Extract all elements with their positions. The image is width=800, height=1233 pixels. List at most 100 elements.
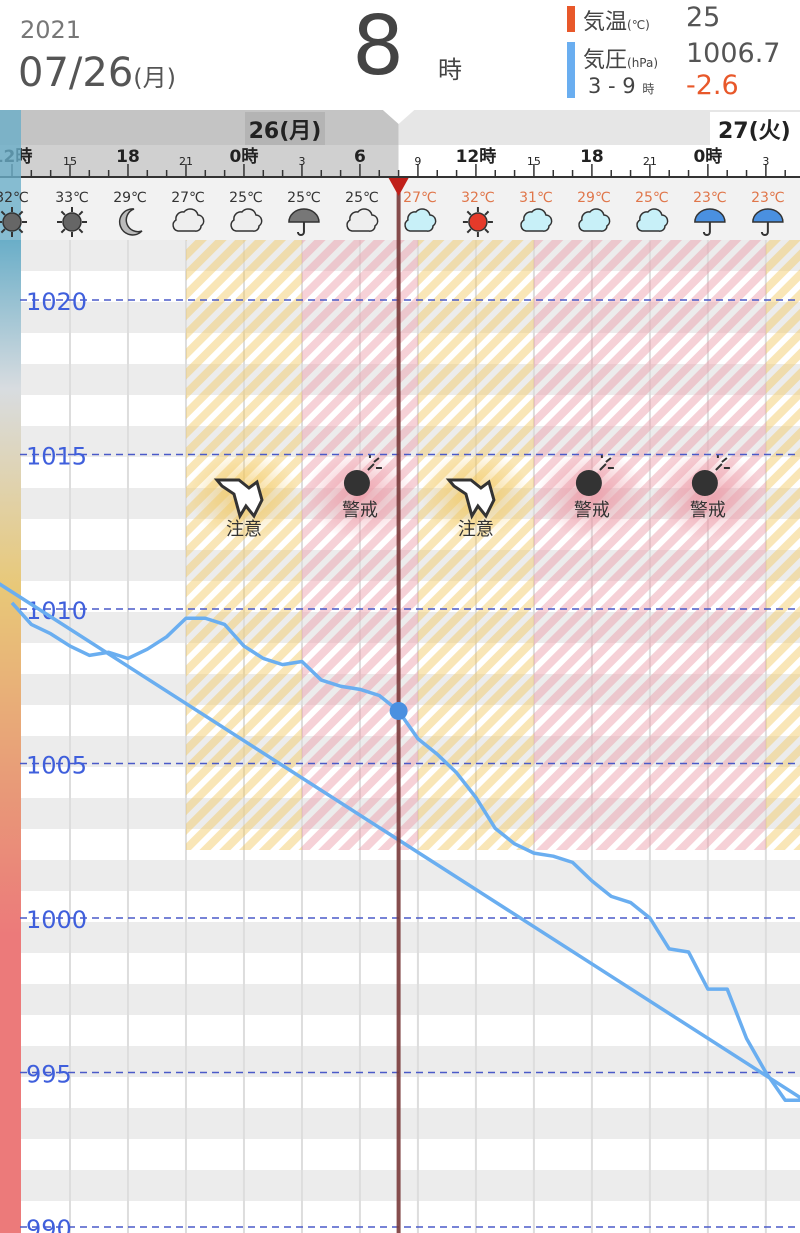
time-tick-label: 12時 (456, 146, 497, 167)
temp-value: 25 (686, 2, 721, 33)
day-label-box (245, 112, 325, 145)
y-tick-label: 995 (26, 1061, 72, 1089)
alert-zone-hatch (765, 240, 800, 850)
time-tick-label: 3 (762, 155, 769, 168)
weather-cell: 25℃ (287, 190, 321, 236)
cloud-icon (230, 208, 263, 232)
weather-cell: 23℃ (693, 190, 727, 236)
sun-ray (78, 210, 84, 216)
umbrella-icon (694, 208, 726, 223)
pressure-unit: (hPa) (627, 56, 659, 70)
time-tick-label: 0時 (230, 146, 259, 167)
sun-ray (466, 228, 472, 234)
sun-ray (18, 228, 24, 234)
weather-cell: 25℃ (635, 190, 669, 232)
weather-cell: 27℃ (171, 190, 205, 232)
temperature-label: 27℃ (403, 190, 437, 206)
sun-ray (0, 210, 6, 216)
temperature-label: 25℃ (635, 190, 669, 206)
weather-cell: 25℃ (229, 190, 263, 232)
time-tick-label: 0時 (693, 146, 722, 167)
time-tick-label: 21 (179, 155, 193, 168)
temp-legend: 気温(℃) (567, 4, 650, 36)
umbrella-handle (702, 222, 711, 236)
alert-zone-caution: 注意 (417, 240, 534, 850)
sun-ray (60, 228, 66, 234)
pressure-change-value: -2.6 (686, 70, 739, 101)
sun-icon (2, 212, 22, 232)
sun-ray (78, 228, 84, 234)
temperature-label: 31℃ (519, 190, 553, 206)
current-time-marker (388, 178, 409, 196)
past-day-bar (0, 110, 399, 145)
sun-ray (18, 210, 24, 216)
time-tick-label: 21 (643, 155, 657, 168)
alert-zone-caution (765, 240, 800, 850)
weekday: (月) (133, 64, 177, 92)
temperature-label: 27℃ (171, 190, 205, 206)
pressure-value: 1006.7 (686, 38, 781, 69)
temperature-label: 23℃ (751, 190, 785, 206)
current-pressure-dot (389, 701, 408, 720)
umbrella-handle (760, 222, 769, 236)
selected-hour: 8 (352, 0, 405, 94)
past-tick-row (0, 145, 399, 178)
alert-label: 注意 (458, 519, 494, 540)
alert-zone-hatch (533, 240, 650, 850)
cloud-icon (172, 208, 205, 232)
weather-cell: 25℃ (345, 190, 379, 232)
header: 2021 07/26(月) 8 時 気温(℃) 25 気圧(hPa) 1006.… (0, 0, 800, 110)
alert-zone-caution: 注意 (185, 240, 302, 850)
alert-zone-warning: 警戒 (649, 240, 766, 850)
cloud-icon (346, 208, 379, 232)
temperature-label: 32℃ (461, 190, 495, 206)
time-tick-label: 18 (580, 147, 604, 167)
alert-zone-warning: 警戒 (533, 240, 650, 850)
pressure-legend-swatch (567, 42, 575, 98)
y-tick-label: 1015 (26, 443, 87, 471)
moon-icon (118, 208, 143, 236)
future-tick-row (398, 145, 800, 178)
day-label-26: 26(月) (249, 119, 322, 144)
cloud-icon (636, 208, 669, 232)
temperature-label: 32℃ (0, 190, 29, 206)
temperature-label: 25℃ (229, 190, 263, 206)
alert-zone-hatch (417, 240, 534, 850)
sun-icon (62, 212, 82, 232)
pressure-level-bar (0, 240, 21, 1233)
sun-ray (466, 210, 472, 216)
y-tick-label: 1005 (26, 752, 87, 780)
pressure-drop-icon (445, 478, 496, 520)
time-tick-label: 6 (354, 147, 366, 167)
bomb-icon (575, 470, 602, 496)
temperature-label: 25℃ (287, 190, 321, 206)
change-unit: 時 (642, 82, 655, 96)
weather-cell: 32℃ (0, 190, 29, 237)
cloud-icon (404, 208, 437, 232)
y-tick-label: 990 (26, 1215, 72, 1233)
weather-cell: 27℃ (403, 190, 437, 232)
alert-zone-hatch (185, 240, 302, 850)
bomb-icon (691, 470, 718, 496)
temperature-label: 29℃ (577, 190, 611, 206)
time-tick-label: 18 (116, 147, 140, 167)
umbrella-handle (296, 222, 305, 236)
change-range: 3 - 9 時 (588, 74, 654, 98)
pressure-label: 気圧 (583, 48, 628, 73)
bomb-icon (343, 470, 370, 496)
alert-label: 警戒 (574, 500, 610, 521)
temp-label: 気温 (583, 10, 628, 35)
time-tick-label: 9 (414, 155, 421, 168)
cloud-icon (520, 208, 553, 232)
weather-cell: 33℃ (55, 190, 89, 237)
year: 2021 (20, 16, 82, 44)
weather-cell: 23℃ (751, 190, 785, 236)
sun-icon (468, 212, 488, 232)
selected-column-highlight (0, 110, 21, 240)
temperature-label: 23℃ (693, 190, 727, 206)
y-tick-label: 1020 (26, 288, 87, 316)
weather-cell: 31℃ (519, 190, 553, 232)
cloud-icon (578, 208, 611, 232)
alert-label: 警戒 (690, 500, 726, 521)
